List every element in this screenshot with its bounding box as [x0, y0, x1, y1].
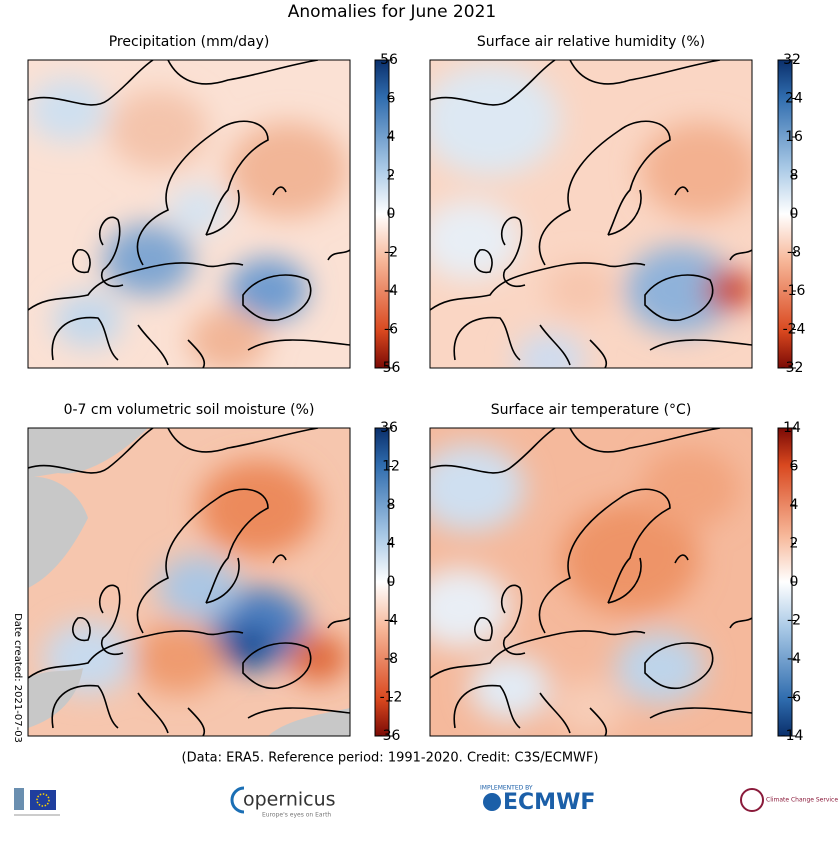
colorbar-tick-label: -6	[384, 322, 398, 338]
anomaly-area	[220, 625, 276, 671]
colorbar-tick-label: -32	[781, 360, 804, 376]
colorbar-tick-label: -2	[787, 613, 801, 629]
colorbar-tick-label: 8	[790, 168, 799, 184]
colorbar-tick-label: -36	[378, 728, 401, 744]
no-data-area	[28, 668, 83, 728]
anomaly-area	[108, 90, 208, 170]
colorbar-tick-label: 0	[790, 206, 799, 222]
anomaly-area	[430, 444, 525, 532]
colorbar-tick-label: 0	[387, 574, 396, 590]
panel-title: Surface air relative humidity (%)	[477, 34, 705, 50]
colorbar-tick-label: 0	[790, 574, 799, 590]
colorbar-tick-label: 4	[387, 536, 396, 552]
map-panel: Surface air temperature (°C)	[429, 402, 753, 737]
date-created: Date created: 2021-07-03	[12, 613, 23, 743]
colorbar-tick-label: 12	[382, 459, 400, 475]
anomaly-area	[640, 448, 740, 528]
eu-logo	[14, 788, 60, 816]
anomaly-area	[545, 262, 615, 318]
colorbar-tick-label: 56	[380, 52, 398, 68]
copernicus-tagline: Europe's eyes on Earth	[262, 812, 331, 819]
map	[430, 60, 752, 368]
colorbar-tick-label: 6	[387, 91, 396, 107]
panel-title: Precipitation (mm/day)	[109, 34, 270, 50]
map-frame	[27, 427, 351, 737]
colorbar-tick-label: 4	[790, 497, 799, 513]
anomaly-area	[430, 200, 520, 280]
colorbar-tick-label: 8	[387, 497, 396, 513]
map	[28, 428, 350, 736]
anomaly-area	[430, 568, 510, 648]
colorbar-tick-label: 6	[790, 459, 799, 475]
colorbar-tick-label: -2	[384, 245, 398, 261]
colorbar: 56 6 4 2 0 -2 -4 -6 -56	[374, 52, 401, 376]
colorbar-tick-label: -4	[384, 283, 398, 299]
copernicus-logo: opernicus Europe's eyes on Earth	[230, 786, 336, 819]
ecmwf-wordmark: ECMWF	[503, 790, 595, 815]
anomaly-area	[28, 78, 108, 142]
colorbar-tick-label: 14	[783, 420, 801, 436]
colorbar-tick-label: 2	[790, 536, 799, 552]
colorbar-tick-label: 36	[380, 420, 398, 436]
anomaly-area	[188, 308, 268, 368]
anomaly-area	[640, 122, 752, 218]
map-panel: 0-7 cm volumetric soil moisture (%)	[27, 402, 351, 737]
colorbar-tick-label: -24	[783, 322, 806, 338]
colorbar-tick-label: 4	[387, 129, 396, 145]
colorbar-tick-label: -8	[384, 651, 398, 667]
c3s-text: Climate Change Service	[766, 797, 838, 804]
map-frame	[429, 59, 753, 369]
anomaly-area	[515, 332, 585, 368]
map	[430, 428, 752, 736]
anomaly-area	[615, 632, 705, 704]
map-frame	[27, 59, 351, 369]
footer-credit: (Data: ERA5. Reference period: 1991-2020…	[182, 751, 599, 766]
anomaly-area	[168, 186, 228, 234]
panels: Precipitation (mm/day) 56 6 4 2 0 -2 -4 -6 -56 Sur…	[27, 34, 806, 744]
anomaly-area	[288, 634, 348, 682]
anomaly-area	[103, 224, 193, 296]
ecmwf-implemented: IMPLEMENTED BY	[480, 785, 533, 792]
map-frame	[429, 427, 753, 737]
panel-title: Surface air temperature (°C)	[491, 402, 692, 418]
colorbar-tick-label: -56	[378, 360, 401, 376]
colorbar: 14 6 4 2 0 -2 -4 -6 -14	[777, 420, 804, 744]
no-data-area	[28, 428, 148, 478]
map-panel: Surface air relative humidity (%)	[429, 34, 753, 369]
colorbar-tick-label: 0	[387, 206, 396, 222]
anomaly-area	[430, 64, 560, 176]
no-data-area	[28, 477, 88, 588]
panel-title: 0-7 cm volumetric soil moisture (%)	[64, 402, 315, 418]
ecmwf-logo: IMPLEMENTED BY ECMWF	[480, 785, 595, 816]
colorbar-tick-label: -4	[787, 651, 801, 667]
colorbar-tick-label: -8	[787, 245, 801, 261]
colorbar-tick-label: 24	[785, 91, 803, 107]
anomaly-area	[470, 656, 550, 720]
c3s-logo: Climate Change Service	[740, 788, 838, 812]
figure-title: Anomalies for June 2021	[288, 2, 496, 22]
anomaly-area	[228, 258, 308, 322]
anomaly-area	[53, 292, 123, 348]
colorbar-tick-label: -12	[380, 690, 403, 706]
colorbar: 36 12 8 4 0 -4 -8 -12 -36	[374, 420, 403, 744]
anomaly-area	[198, 460, 318, 556]
anomaly-area	[158, 556, 238, 620]
colorbar-tick-label: 32	[783, 52, 801, 68]
no-data-area	[268, 708, 350, 736]
map-panel: Precipitation (mm/day)	[27, 34, 351, 369]
colorbar-tick-label: -4	[384, 613, 398, 629]
anomaly-area	[228, 122, 348, 218]
colorbar: 32 24 16 8 0 -8 -16 -24 -32	[777, 52, 806, 376]
colorbar-tick-label: -14	[781, 728, 804, 744]
colorbar-tick-label: -16	[783, 283, 806, 299]
map	[28, 60, 350, 368]
colorbar-tick-label: 16	[785, 129, 803, 145]
anomaly-area	[705, 270, 752, 310]
colorbar-tick-label: 2	[387, 168, 396, 184]
anomaly-area	[133, 622, 223, 694]
colorbar-tick-label: -6	[787, 690, 801, 706]
copernicus-wordmark: opernicus	[243, 789, 336, 811]
